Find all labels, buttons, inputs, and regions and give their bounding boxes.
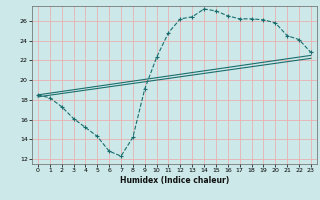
X-axis label: Humidex (Indice chaleur): Humidex (Indice chaleur)	[120, 176, 229, 185]
